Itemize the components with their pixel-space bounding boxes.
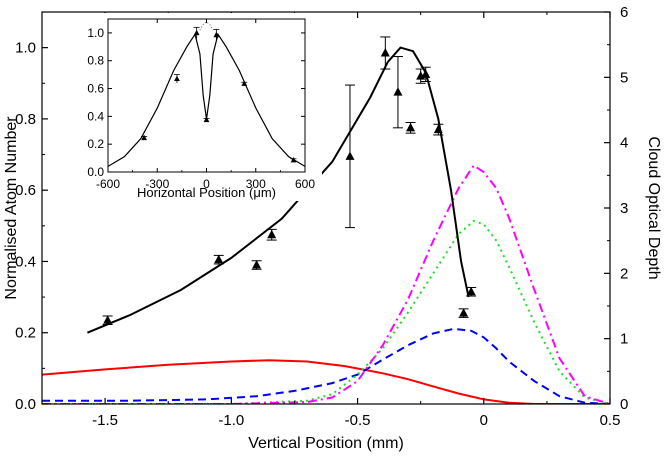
data-point	[406, 122, 416, 132]
main-y-axis-title-right: Cloud Optical Depth	[645, 136, 662, 279]
inset-x-tick-label: 600	[295, 177, 315, 191]
x-tick-label: -1.0	[218, 412, 244, 429]
inset-x-tick-label: -600	[96, 177, 120, 191]
y-right-tick-label: 2	[620, 265, 628, 282]
inset-x-tick-label: -300	[145, 177, 169, 191]
inset-data-point	[141, 134, 147, 141]
data-point	[267, 229, 277, 239]
inset-data-point	[290, 156, 297, 163]
inset-data-point	[241, 80, 248, 86]
y-left-tick-label: 1.0	[15, 40, 36, 57]
data-point	[421, 69, 431, 78]
y-left-tick-label: 0.8	[15, 111, 36, 128]
main-y-axis-title-left: Normalised Atom Number	[3, 116, 20, 300]
inset-markers-layer	[141, 26, 297, 163]
inset-x-axis-title: Horizontal Position (μm)	[137, 185, 276, 200]
data-point	[433, 124, 443, 134]
y-right-tick-label: 3	[620, 200, 628, 217]
inset-data-point	[174, 75, 180, 82]
inset-y-tick-label: 0.4	[87, 109, 104, 123]
main-fit-layer	[87, 46, 470, 334]
y-left-tick-label: 0.4	[15, 253, 36, 270]
y-left-tick-label: 0.0	[15, 396, 36, 413]
inset-y-tick-label: 0.6	[87, 82, 104, 96]
y-right-tick-label: 6	[620, 4, 628, 21]
main-y-axis-left: 0.0 0.2 0.4 0.6 0.8 1.0	[15, 11, 48, 413]
y-right-tick-label: 4	[620, 135, 628, 152]
y-right-tick-label: 1	[620, 331, 628, 348]
y-right-tick-label: 5	[620, 69, 628, 86]
inset-y-tick-label: 0.8	[87, 54, 104, 68]
y-left-tick-label: 0.2	[15, 325, 36, 342]
inset-y-tick-label: 0.0	[87, 165, 104, 179]
data-point	[466, 286, 476, 296]
data-point	[459, 308, 469, 317]
inset-y-tick-label: 1.0	[87, 26, 104, 40]
inset-y-tick-label: 0.2	[87, 137, 104, 151]
data-point	[393, 87, 403, 96]
inset-background	[62, 13, 322, 201]
data-point	[252, 260, 262, 269]
main-y-axis-right: 0 1 2 3 4 5 6	[604, 4, 628, 413]
main-series-layer	[42, 164, 610, 404]
main-markers-layer	[102, 36, 477, 326]
fit-curve	[87, 46, 470, 334]
main-x-axis: -1.5 -1.0 -0.5 0 0.5	[41, 12, 621, 429]
y-left-tick-label: 0.6	[15, 182, 36, 199]
data-point	[345, 151, 355, 160]
x-tick-label: -0.5	[345, 412, 371, 429]
inset-data-point	[213, 31, 220, 38]
inset-y-axis: 0.0 0.2 0.4 0.6 0.8 1.0	[87, 26, 305, 179]
data-point	[214, 254, 224, 264]
inset-x-tick-label: 0	[203, 177, 210, 191]
x-tick-label: 0	[480, 412, 488, 429]
series-line-2	[42, 219, 610, 404]
data-point	[380, 47, 390, 57]
data-point	[103, 315, 113, 324]
series-line-1	[42, 327, 610, 404]
series-line-0	[42, 359, 610, 404]
y-right-tick-label: 0	[620, 396, 628, 413]
inset-data-point	[193, 29, 200, 36]
inset-x-tick-label: 300	[246, 177, 266, 191]
main-x-axis-title: Vertical Position (mm)	[248, 435, 404, 452]
series-line-3	[42, 164, 610, 404]
inset-data-point	[203, 116, 210, 123]
x-tick-label: -1.5	[92, 412, 118, 429]
inset-x-axis: -600 -300 0 300 600	[96, 19, 315, 191]
x-tick-label: 0.5	[600, 412, 621, 429]
